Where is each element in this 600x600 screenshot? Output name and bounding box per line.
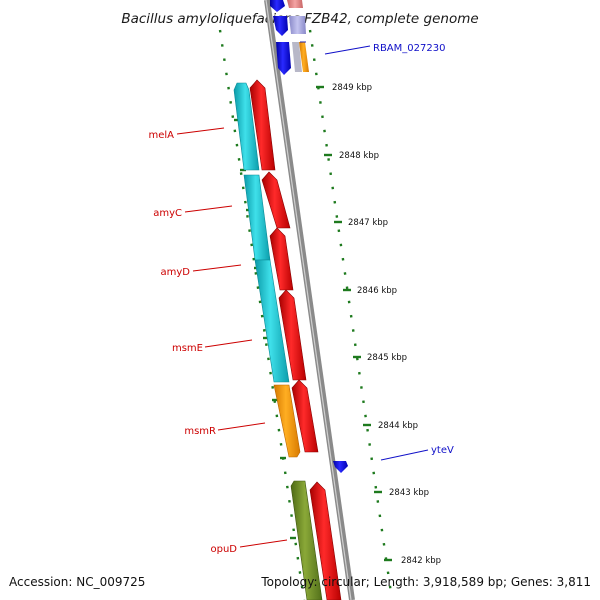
- accession-text: Accession: NC_009725: [9, 575, 145, 589]
- gene-RBAM_027230[interactable]: [299, 42, 309, 72]
- tick-2846: 2846 kbp: [343, 286, 397, 296]
- tick-2849: 2849 kbp: [316, 83, 372, 93]
- tick-tracks: [218, 29, 394, 600]
- tick-label: 2849 kbp: [332, 83, 372, 93]
- tick-2843: 2843 kbp: [374, 488, 429, 498]
- leader-msmE: [204, 339, 253, 348]
- major-ticks: 2849 kbp 2848 kbp 2847 kbp 2846 kbp 2845…: [316, 83, 441, 566]
- gene-blue-2[interactable]: [273, 16, 288, 36]
- forward-strand-genes: [249, 79, 342, 600]
- gene-melA[interactable]: [233, 82, 260, 171]
- gene-label-msmE[interactable]: msmE: [172, 343, 203, 354]
- tick-label: 2846 kbp: [357, 286, 397, 296]
- gene-red-6[interactable]: [309, 481, 342, 600]
- tick-2848: 2848 kbp: [324, 151, 379, 161]
- gene-lavender-top[interactable]: [289, 16, 306, 34]
- gene-yteV[interactable]: [333, 461, 348, 473]
- gene-red-4[interactable]: [278, 289, 307, 381]
- leader-melA: [176, 127, 225, 135]
- gene-grey-small[interactable]: [292, 42, 302, 72]
- gene-labels: RBAM_027230 melA amyC amyD msmE msmR yte…: [148, 43, 454, 555]
- gene-red-5[interactable]: [291, 379, 319, 453]
- gene-red-1[interactable]: [249, 79, 276, 171]
- tick-label: 2842 kbp: [401, 556, 441, 566]
- gene-amyD[interactable]: [254, 259, 290, 383]
- tick-2847: 2847 kbp: [334, 218, 388, 228]
- gene-red-2[interactable]: [261, 171, 291, 229]
- tick-label: 2844 kbp: [378, 421, 418, 431]
- gene-label-msmR[interactable]: msmR: [184, 426, 216, 437]
- leader-RBAM_027230: [324, 45, 371, 55]
- gene-pink-top[interactable]: [287, 0, 303, 8]
- tick-2842: 2842 kbp: [384, 556, 441, 566]
- top-gene-cluster: [270, 0, 348, 473]
- gene-label-RBAM_027230[interactable]: RBAM_027230: [373, 43, 445, 54]
- gene-blue-top[interactable]: [270, 0, 285, 12]
- gene-label-opuD[interactable]: opuD: [210, 544, 237, 555]
- genome-backbone: [264, 0, 355, 600]
- inner-tick-track: [218, 29, 306, 600]
- gene-label-yteV[interactable]: yteV: [431, 445, 454, 456]
- leader-amyC: [184, 205, 233, 213]
- tick-label: 2843 kbp: [389, 488, 429, 498]
- gene-label-amyC[interactable]: amyC: [153, 208, 182, 219]
- gene-red-3[interactable]: [269, 227, 294, 291]
- gene-label-leaders: [176, 45, 429, 548]
- leader-opuD: [239, 539, 288, 548]
- gene-msmR[interactable]: [273, 384, 301, 458]
- reverse-strand-genes: [233, 82, 323, 600]
- tick-label: 2848 kbp: [339, 151, 379, 161]
- gene-opuD[interactable]: [290, 480, 323, 600]
- leader-msmR: [217, 422, 266, 431]
- gene-label-amyD[interactable]: amyD: [161, 267, 191, 278]
- tick-label: 2845 kbp: [367, 353, 407, 363]
- tick-2844: 2844 kbp: [363, 421, 418, 431]
- genome-summary-text: Topology: circular; Length: 3,918,589 bp…: [260, 575, 591, 589]
- tick-2845: 2845 kbp: [353, 353, 407, 363]
- tick-label: 2847 kbp: [348, 218, 388, 228]
- leader-amyD: [192, 264, 242, 272]
- gene-label-melA[interactable]: melA: [148, 130, 174, 141]
- gene-blue-3[interactable]: [276, 42, 291, 75]
- leader-yteV: [380, 449, 429, 461]
